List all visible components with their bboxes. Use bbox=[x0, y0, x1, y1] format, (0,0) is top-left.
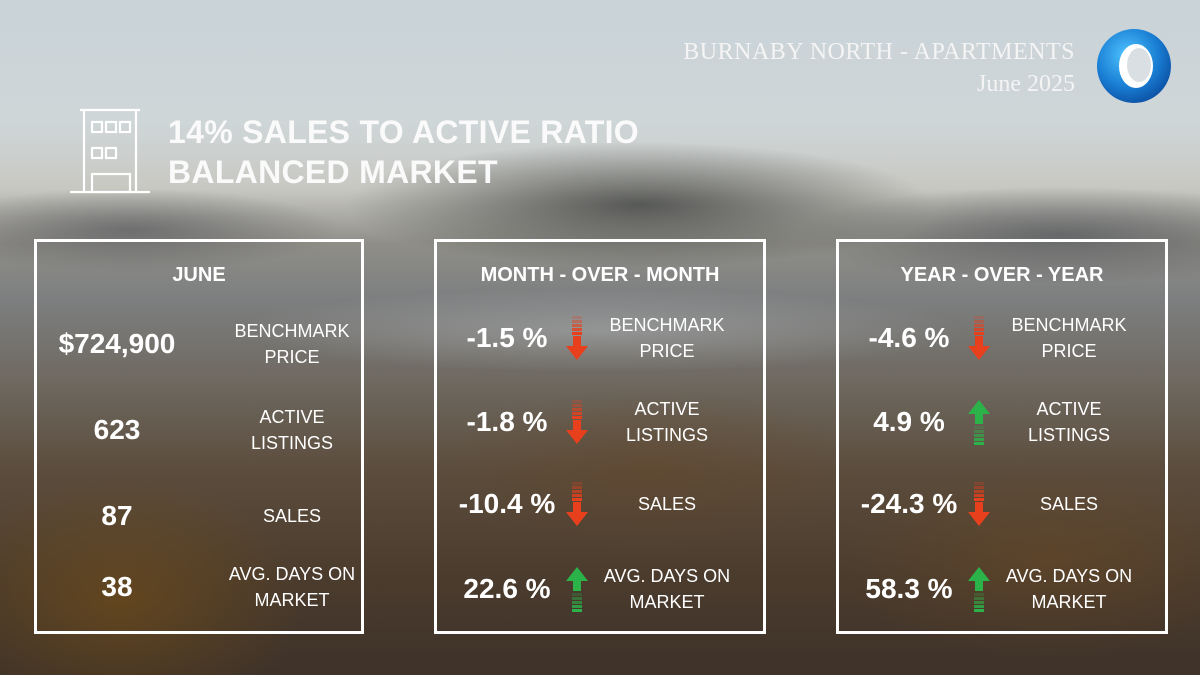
change-label: ACTIVE LISTINGS bbox=[1027, 399, 1111, 445]
building-icon bbox=[70, 108, 150, 194]
change-label: AVG. DAYS ON MARKET bbox=[1005, 566, 1133, 612]
stat-label: SALES bbox=[262, 506, 322, 526]
june-panel: JUNE $724,900 BENCHMARK PRICE 623 ACTIVE… bbox=[34, 239, 364, 634]
change-label: BENCHMARK PRICE bbox=[609, 315, 725, 361]
market-status-text: BALANCED MARKET bbox=[168, 154, 498, 190]
change-row-listings: 4.9 % ACTIVE LISTINGS bbox=[839, 392, 1165, 452]
change-row-benchmark: -1.5 % BENCHMARK PRICE bbox=[437, 308, 763, 368]
month-over-month-panel: MONTH - OVER - MONTH -1.5 % BENCHMARK PR… bbox=[434, 239, 766, 634]
panel-heading: MONTH - OVER - MONTH bbox=[480, 264, 720, 286]
change-row-days: 58.3 % AVG. DAYS ON MARKET bbox=[839, 559, 1165, 619]
change-value: -24.3 % bbox=[860, 488, 958, 519]
stat-row-listings: 623 ACTIVE LISTINGS bbox=[37, 400, 361, 460]
change-row-sales: -10.4 % SALES bbox=[437, 474, 763, 534]
change-value: -4.6 % bbox=[868, 322, 950, 353]
green-up-arrow-icon bbox=[566, 567, 588, 612]
stat-label: ACTIVE LISTINGS bbox=[250, 407, 334, 453]
change-value: 4.9 % bbox=[873, 406, 945, 437]
change-row-sales: -24.3 % SALES bbox=[839, 474, 1165, 534]
stat-row-days: 38 AVG. DAYS ON MARKET bbox=[37, 557, 361, 617]
green-up-arrow-icon bbox=[968, 400, 990, 445]
change-row-listings: -1.8 % ACTIVE LISTINGS bbox=[437, 392, 763, 452]
report-date: June 2025 bbox=[977, 71, 1075, 97]
green-up-arrow-icon bbox=[968, 567, 990, 612]
change-label: SALES bbox=[1039, 494, 1099, 514]
change-row-benchmark: -4.6 % BENCHMARK PRICE bbox=[839, 308, 1165, 368]
change-label: ACTIVE LISTINGS bbox=[625, 399, 709, 445]
change-value: 58.3 % bbox=[865, 573, 953, 604]
change-value: -10.4 % bbox=[458, 488, 556, 519]
change-label: SALES bbox=[637, 494, 697, 514]
change-value: -1.5 % bbox=[466, 322, 548, 353]
change-value: 22.6 % bbox=[463, 573, 551, 604]
change-row-days: 22.6 % AVG. DAYS ON MARKET bbox=[437, 559, 763, 619]
stat-value: $724,900 bbox=[58, 328, 176, 359]
change-label: AVG. DAYS ON MARKET bbox=[603, 566, 731, 612]
stat-value: 38 bbox=[101, 571, 133, 602]
panel-heading: JUNE bbox=[172, 264, 226, 286]
change-label: BENCHMARK PRICE bbox=[1011, 315, 1127, 361]
stat-label: BENCHMARK PRICE bbox=[234, 321, 350, 367]
stat-label: AVG. DAYS ON MARKET bbox=[228, 564, 356, 610]
ratio-text: 14% SALES TO ACTIVE RATIO bbox=[168, 114, 639, 150]
circular-ring-logo-icon bbox=[1097, 29, 1171, 103]
red-down-arrow-icon bbox=[968, 482, 990, 526]
red-down-arrow-icon bbox=[968, 316, 990, 360]
market-headline: 14% SALES TO ACTIVE RATIO BALANCED MARKE… bbox=[168, 112, 639, 192]
stat-row-sales: 87 SALES bbox=[37, 486, 361, 546]
panel-heading: YEAR - OVER - YEAR bbox=[900, 264, 1104, 286]
red-down-arrow-icon bbox=[566, 400, 588, 444]
stat-value: 623 bbox=[93, 414, 141, 445]
report-title: BURNABY NORTH - APARTMENTS bbox=[683, 39, 1075, 65]
red-down-arrow-icon bbox=[566, 482, 588, 526]
year-over-year-panel: YEAR - OVER - YEAR -4.6 % BENCHMARK PRIC… bbox=[836, 239, 1168, 634]
stat-value: 87 bbox=[101, 500, 133, 531]
stat-row-benchmark: $724,900 BENCHMARK PRICE bbox=[37, 314, 361, 374]
change-value: -1.8 % bbox=[466, 406, 548, 437]
red-down-arrow-icon bbox=[566, 316, 588, 360]
